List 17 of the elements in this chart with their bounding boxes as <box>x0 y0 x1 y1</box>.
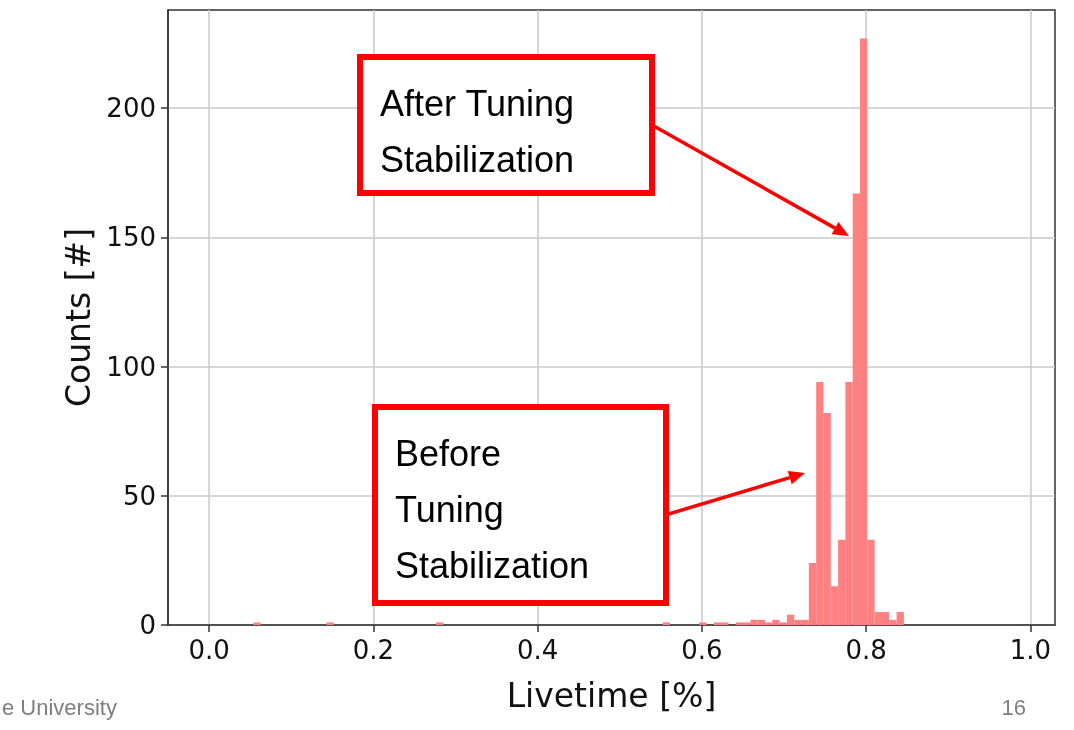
text: 16 <box>1001 694 1026 720</box>
y-tick-label: 0 <box>139 610 156 640</box>
text: e University <box>2 694 117 720</box>
x-axis-title: Livetime [%] <box>506 676 717 715</box>
x-tick-label: 0.4 <box>516 635 559 665</box>
y-axis-title: Counts [#] <box>59 227 99 408</box>
annotation: After Tuning Stabilization <box>380 82 585 180</box>
y-tick-label: 100 <box>106 351 156 382</box>
x-tick-label: 1.0 <box>1009 635 1052 665</box>
y-tick-label: 200 <box>106 93 156 124</box>
x-tick-label: 0.0 <box>188 635 230 665</box>
x-tick-label: 0.6 <box>681 635 723 665</box>
x-tick-label: 0.8 <box>845 635 887 665</box>
y-tick-label: 50 <box>122 480 156 511</box>
x-tick-label: 0.2 <box>352 635 394 665</box>
annotation: Before Tuning Stabilization <box>395 432 590 586</box>
y-tick-label: 150 <box>106 222 156 253</box>
